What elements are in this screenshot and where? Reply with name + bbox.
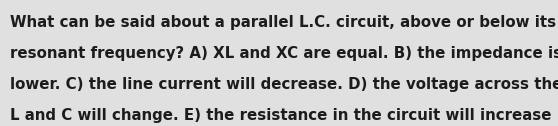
Text: lower. C) the line current will decrease. D) the voltage across the: lower. C) the line current will decrease… <box>10 77 558 92</box>
Text: resonant frequency? A) XL and XC are equal. B) the impedance is: resonant frequency? A) XL and XC are equ… <box>10 46 558 61</box>
Text: L and C will change. E) the resistance in the circuit will increase: L and C will change. E) the resistance i… <box>10 108 551 123</box>
Text: What can be said about a parallel L.C. circuit, above or below its: What can be said about a parallel L.C. c… <box>10 15 556 30</box>
